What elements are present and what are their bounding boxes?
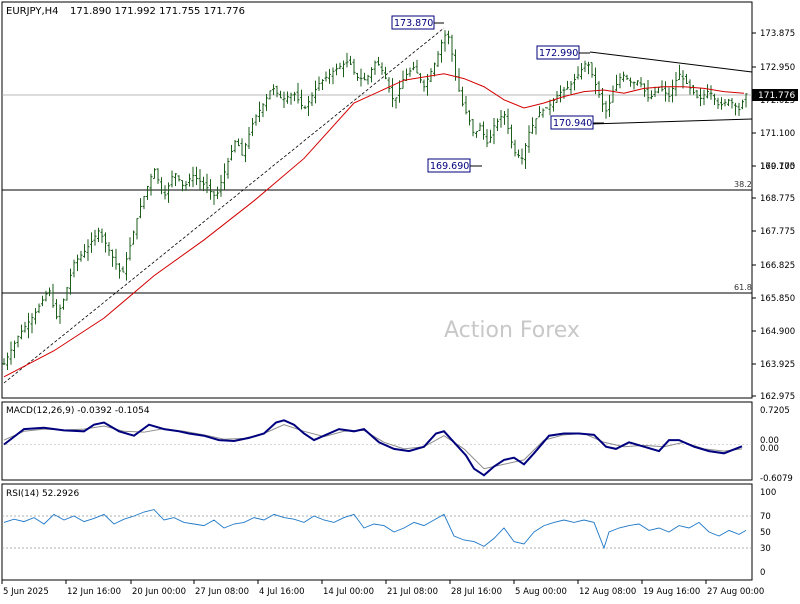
price-annotation-label: 169.690 [430,161,469,172]
triangle-upper-line [589,51,753,73]
price-annotation-label: 170.940 [553,118,592,129]
price-tick-label: 167.775 [760,227,795,237]
time-tick-label: 27 Aug 00:00 [707,587,764,597]
time-tick-label: 19 Aug 16:00 [643,587,700,597]
time-tick-label: 21 Jul 08:00 [387,587,438,597]
macd-line [3,419,743,477]
time-tick-label: 12 Jun 16:00 [67,587,121,597]
price-tick-label: 163.925 [760,360,795,370]
price-tick-label: 164.900 [760,327,795,337]
fib-label: 61.8 [734,283,752,292]
rsi-tick-label: 70 [760,512,771,522]
time-tick-label: 14 Jul 00:00 [323,587,374,597]
price-annotation-label: 173.870 [394,18,433,29]
macd-tick-label: -0.6079 [760,474,793,484]
macd-tick-label: 0.00 [760,444,779,454]
macd-tick-label: 0.00 [760,436,779,446]
time-axis: 5 Jun 2025 12 Jun 16:00 20 Jun 00:00 27 Jun… [1,580,764,597]
rsi-tick-label: 100 [760,488,776,498]
fib-label: 38.2 [734,180,752,189]
price-tick-label: 169.700 [760,162,795,172]
price-tick-label: 172.950 [760,63,795,73]
time-tick-label: 28 Jul 16:00 [451,587,502,597]
time-tick-label: 20 Jun 00:00 [132,587,186,597]
macd-title: MACD(12,26,9) -0.0392 -0.1054 [6,406,150,416]
macd-tick-label: 0.7205 [760,406,790,416]
rsi-line [3,509,747,550]
price-tick-label: 170.175 [760,162,795,172]
macd-panel: MACD(12,26,9) -0.0392 -0.1054 0.7205 0.000… [1,401,793,484]
price-tick-label: 171.100 [760,129,795,139]
time-tick-label: 5 Jun 2025 [3,587,49,597]
price-panel: 173.875172.950172.025171.100170.175169.7… [1,1,798,402]
macd-panel-frame [1,401,753,481]
rsi-tick-label: 30 [760,544,771,554]
chart-title: EURJPY,H4 [6,6,59,17]
time-tick-label: 12 Aug 08:00 [579,587,636,597]
time-tick-label: 27 Jun 08:00 [195,587,249,597]
rising-trendline [3,27,445,384]
price-tick-label: 162.975 [760,392,795,402]
rsi-tick-label: 50 [760,528,771,538]
price-tick-label: 166.825 [760,261,795,271]
price-tick-label: 173.875 [760,29,795,39]
rsi-title: RSI(14) 52.2926 [6,489,79,499]
rsi-tick-label: 0 [760,568,765,578]
current-price-label: 171.776 [758,91,795,101]
time-tick-label: 4 Jul 16:00 [259,587,305,597]
watermark: Action Forex [444,318,580,343]
current-price-tag [752,89,798,101]
price-annotation-label: 172.990 [539,48,578,59]
price-panel-frame [1,1,753,399]
ohlc-quote: 171.890 171.992 171.755 171.776 [70,6,245,17]
rsi-panel: RSI(14) 52.2926 100 70 50 30 0 [1,483,776,581]
moving-average-line [3,73,745,378]
price-tick-label: 165.850 [760,294,795,304]
triangle-lower-line [589,118,753,125]
rsi-panel-frame [1,483,753,581]
price-tick-label: 168.775 [760,194,795,204]
time-tick-label: 5 Aug 00:00 [515,587,567,597]
